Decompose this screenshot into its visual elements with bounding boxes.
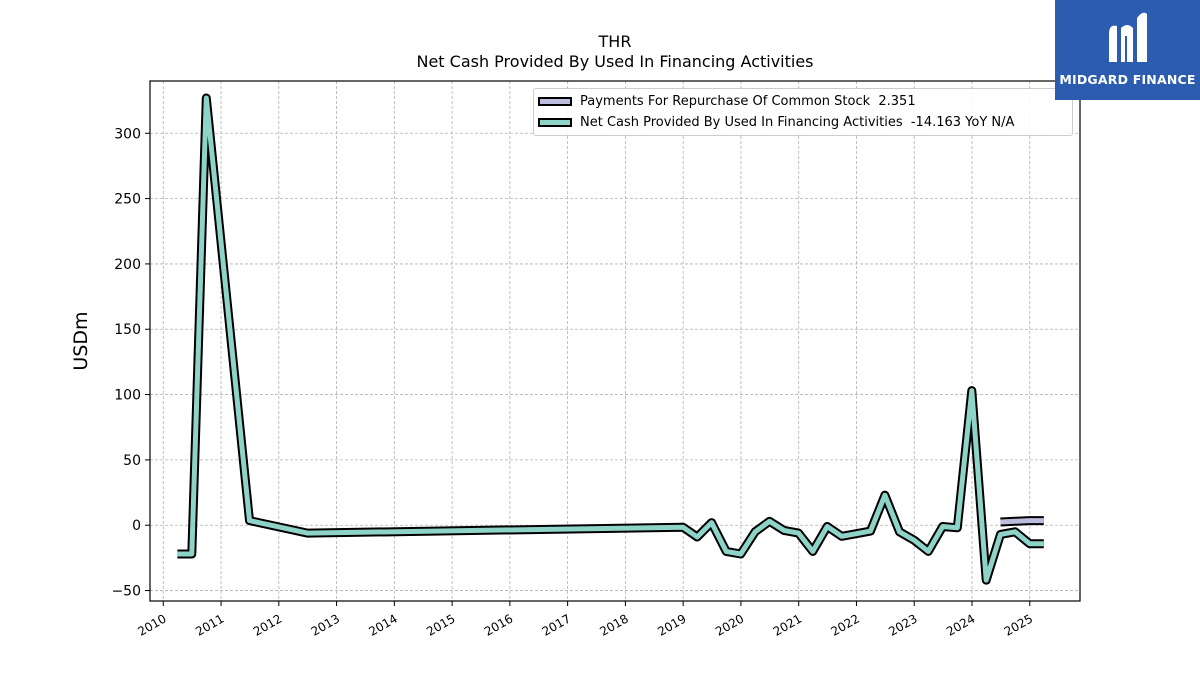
- legend-label-repurchase: Payments For Repurchase Of Common Stock …: [580, 93, 916, 109]
- series-line: [1000, 518, 1044, 525]
- x-tick-label: 2015: [424, 611, 457, 638]
- y-axis-label: USDm: [70, 311, 92, 370]
- x-tick-label: 2022: [828, 611, 861, 638]
- x-tick-label: 2012: [251, 611, 284, 638]
- x-tick-label: 2017: [540, 611, 573, 638]
- x-tick-label: 2016: [482, 611, 515, 638]
- series-line: [177, 95, 1044, 583]
- legend-item-repurchase: Payments For Repurchase Of Common Stock …: [538, 92, 916, 110]
- x-tick-label: 2014: [366, 611, 399, 638]
- y-tick-label: −50: [111, 584, 141, 600]
- series-financing: [177, 93, 1044, 585]
- x-tick-label: 2025: [1002, 611, 1035, 638]
- x-tick-label: 2018: [597, 611, 630, 638]
- midgard-logo-icon: [1108, 12, 1147, 63]
- x-tick-label: 2024: [944, 611, 977, 638]
- legend: Payments For Repurchase Of Common Stock …: [533, 88, 1073, 136]
- plot-frame: [149, 80, 1081, 602]
- y-axis: −50 0 50 100 150 200 250 300: [111, 126, 150, 600]
- grid-lines: [150, 81, 1080, 601]
- chart-title-block: THR Net Cash Provided By Used In Financi…: [150, 32, 1080, 72]
- legend-swatch-repurchase: [538, 96, 572, 106]
- brand-logo: MIDGARD FINANCE: [1055, 0, 1200, 100]
- x-tick-label: 2023: [886, 611, 919, 638]
- chart-title: THR: [598, 32, 632, 51]
- x-tick-label: 2021: [771, 611, 804, 638]
- x-tick-label: 2013: [309, 611, 342, 638]
- x-tick-label: 2020: [713, 611, 746, 638]
- series-layer: [177, 93, 1044, 585]
- chart-subtitle: Net Cash Provided By Used In Financing A…: [416, 52, 814, 71]
- x-tick-label: 2011: [193, 611, 226, 638]
- y-tick-label: 0: [132, 518, 141, 534]
- y-tick-label: 200: [114, 257, 141, 273]
- y-tick-label: 100: [114, 388, 141, 404]
- x-axis: 2010 2011 2012 2013 2014 2015 2016 2017 2018 2019…: [135, 601, 1035, 639]
- legend-item-financing: Net Cash Provided By Used In Financing A…: [538, 113, 1014, 131]
- x-tick-label: 2010: [135, 611, 168, 638]
- series-repurchase: [1000, 516, 1044, 527]
- y-tick-label: 150: [114, 322, 141, 338]
- y-tick-label: 250: [114, 192, 141, 208]
- y-tick-label: 300: [114, 126, 141, 142]
- legend-label-financing: Net Cash Provided By Used In Financing A…: [580, 114, 1015, 130]
- x-tick-label: 2019: [655, 611, 688, 638]
- y-tick-label: 50: [123, 453, 141, 469]
- legend-swatch-financing: [538, 117, 572, 127]
